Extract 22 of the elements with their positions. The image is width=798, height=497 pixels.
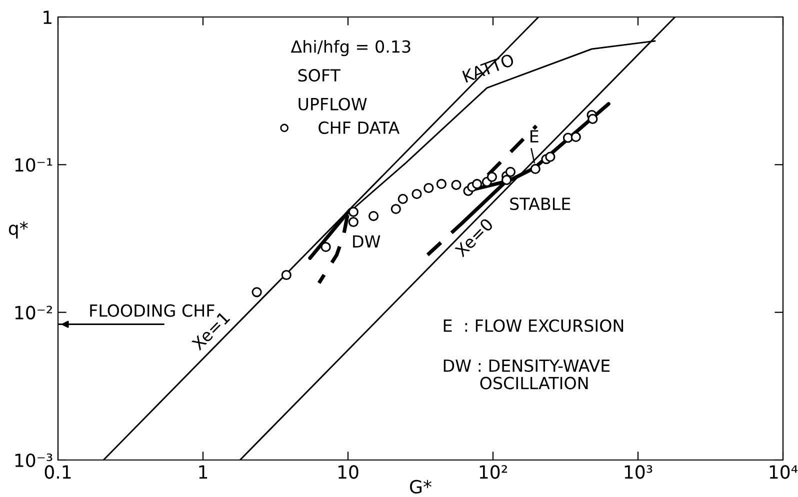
annotation: E [530,130,538,142]
x-tick-label: 10⁴ [770,465,798,479]
annotation: DW [353,235,380,248]
annotation: STABLE [510,198,570,210]
annotation: DW : DENSITY-WAVE OSCILLATION [444,359,610,390]
annotation: Δhi/hfg = 0.13 [290,40,410,56]
x-tick-label: 1 [199,465,208,479]
y-tick-label: 1 [44,10,52,24]
y-axis-title: q* [8,221,28,238]
y-tick-label: 10⁻¹ [15,158,52,172]
y-tick-label: 10⁻² [15,306,52,320]
x-tick-label: 10 [338,465,358,479]
y-tick-label: 10⁻³ [15,453,52,468]
x-tick-label: 10² [480,465,507,479]
legend-label: CHF DATA [318,121,400,134]
x-tick-label: 0.1 [44,465,71,479]
annotation: UPFLOW [298,98,367,110]
annotation: E : FLOW EXCURSION [444,319,624,332]
x-tick-label: 10³ [624,465,652,479]
annotation: SOFT [298,69,340,82]
x-axis-title: G* [410,480,432,494]
text: KATTO [462,53,515,83]
